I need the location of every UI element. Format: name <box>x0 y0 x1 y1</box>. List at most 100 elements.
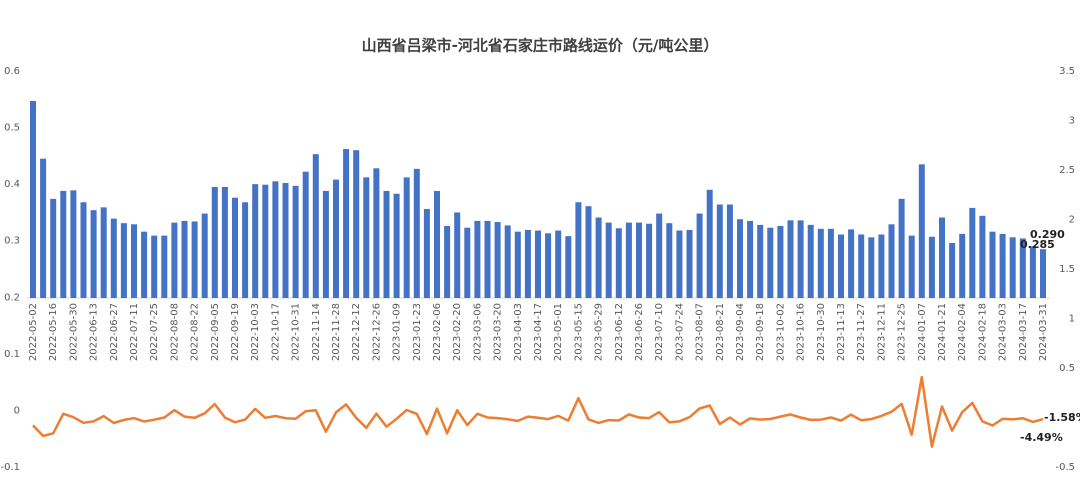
bar <box>282 183 289 298</box>
bar <box>221 186 228 298</box>
bar <box>888 224 895 298</box>
bar <box>878 234 885 298</box>
x-tick-label: 2022-11-28 <box>331 303 342 361</box>
bar <box>949 242 956 298</box>
bar <box>333 179 339 298</box>
bar <box>585 206 592 298</box>
bar <box>858 234 865 298</box>
x-tick-label: 2022-10-17 <box>270 303 281 361</box>
bar <box>242 202 249 298</box>
bar <box>454 212 461 298</box>
x-tick-label: 2023-02-06 <box>432 303 443 361</box>
bar <box>474 220 481 298</box>
bar <box>252 184 259 298</box>
bar <box>494 222 501 298</box>
data-label: 0.290 <box>1030 228 1065 241</box>
bar <box>383 190 390 298</box>
bar <box>898 198 905 298</box>
x-tick-label: 2022-08-22 <box>190 303 201 361</box>
bar <box>565 236 572 298</box>
bar <box>757 224 764 298</box>
bar <box>110 218 117 298</box>
x-tick-label: 2024-01-07 <box>917 303 928 361</box>
bar <box>131 224 137 298</box>
bar <box>272 181 279 298</box>
bar <box>928 236 935 298</box>
bar <box>575 202 582 298</box>
bar <box>413 168 420 298</box>
x-tick-label: 2022-10-03 <box>250 303 261 361</box>
bar <box>1009 237 1016 298</box>
y-tick-label: 0.1 <box>4 349 20 360</box>
x-tick-label: 2023-09-04 <box>735 303 746 361</box>
bar <box>908 235 915 298</box>
bar <box>696 213 703 298</box>
bar <box>827 228 834 298</box>
y-tick-label: -0.1 <box>0 462 20 473</box>
bar <box>767 227 774 298</box>
bar <box>737 219 743 298</box>
bar <box>40 158 47 298</box>
y-tick-label: 0.4 <box>4 179 20 190</box>
bar <box>90 210 97 298</box>
bar <box>211 186 218 298</box>
bar <box>848 229 855 298</box>
x-tick-label: 2022-12-26 <box>371 303 382 361</box>
data-label: -4.49% <box>1020 431 1063 444</box>
x-tick-label: 2022-10-31 <box>291 303 302 361</box>
x-tick-label: 2023-07-10 <box>654 303 665 361</box>
bar <box>1019 238 1026 298</box>
x-tick-label: 2022-05-02 <box>28 303 39 361</box>
bar <box>524 229 531 298</box>
bar <box>80 202 87 298</box>
bar <box>262 184 269 298</box>
y2-tick-label: 1 <box>1069 314 1075 325</box>
x-tick-label: 2024-01-21 <box>937 303 948 361</box>
x-tick-label: 2023-02-20 <box>452 303 463 361</box>
y2-tick-label: -0.5 <box>1055 462 1075 473</box>
y2-tick-label: 2 <box>1069 215 1075 226</box>
bar <box>201 213 208 298</box>
bar <box>605 222 612 298</box>
bar <box>999 233 1006 298</box>
data-label: -1.58% <box>1044 411 1080 424</box>
bar <box>959 233 966 298</box>
x-tick-label: 2024-03-17 <box>1018 303 1029 361</box>
x-tick-label: 2023-12-25 <box>897 303 908 361</box>
bar <box>232 197 238 298</box>
bar <box>979 215 986 298</box>
bar <box>141 231 148 298</box>
x-tick-label: 2022-12-12 <box>351 303 362 361</box>
bar <box>120 223 127 298</box>
bar <box>706 189 713 298</box>
bar <box>716 204 723 298</box>
bar <box>50 198 57 298</box>
y-tick-label: 0.2 <box>4 292 20 303</box>
x-tick-label: 2023-10-30 <box>816 303 827 361</box>
x-tick-label: 2022-06-27 <box>109 303 120 361</box>
chart-title: 山西省吕梁市-河北省石家庄市路线运价（元/吨公里） <box>362 37 719 55</box>
x-tick-label: 2024-02-04 <box>957 303 968 361</box>
bar <box>373 168 380 298</box>
x-tick-label: 2023-06-12 <box>614 303 625 361</box>
bar <box>989 231 996 298</box>
bar <box>797 220 804 298</box>
bar <box>514 231 521 298</box>
x-tick-label: 2022-07-11 <box>129 303 140 361</box>
x-tick-label: 2022-09-19 <box>230 303 241 361</box>
x-tick-label: 2022-08-08 <box>169 303 180 361</box>
x-tick-label: 2023-05-01 <box>553 303 564 361</box>
bar <box>535 230 541 298</box>
x-tick-label: 2022-05-16 <box>48 303 59 361</box>
bar <box>353 150 360 298</box>
bar <box>171 222 178 298</box>
bar <box>939 217 945 298</box>
x-tick-label: 2023-01-09 <box>392 303 403 361</box>
x-tick-label: 2023-10-16 <box>796 303 807 361</box>
bar <box>838 234 844 298</box>
bar <box>545 233 552 298</box>
x-tick-label: 2022-06-13 <box>89 303 100 361</box>
bar <box>423 209 430 298</box>
x-tick-label: 2023-09-18 <box>755 303 766 361</box>
bar <box>595 217 602 298</box>
